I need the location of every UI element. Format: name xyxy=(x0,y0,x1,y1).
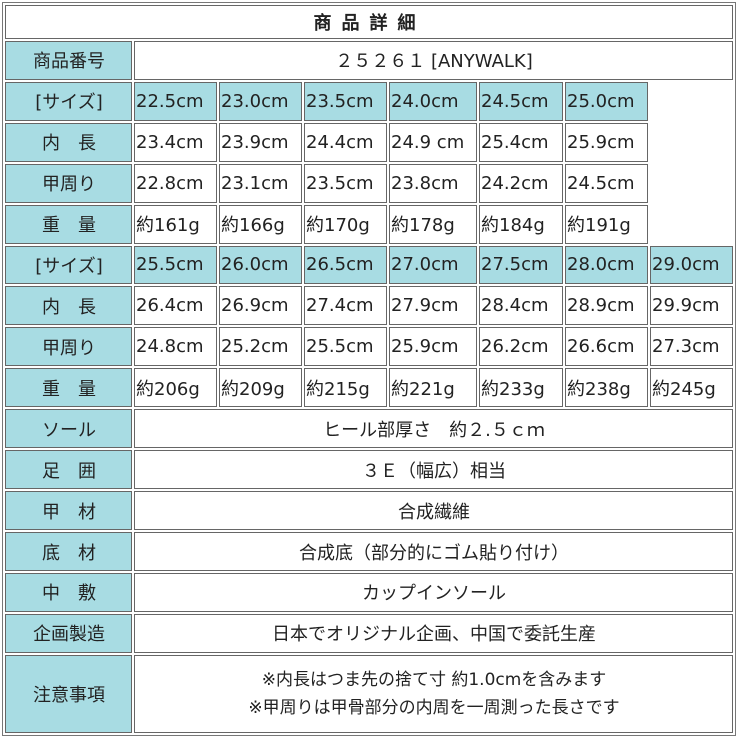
weight-cell: 約233g xyxy=(479,368,563,408)
inner-length-cell: 25.4cm xyxy=(479,122,563,162)
inner-length-cell: 28.4cm xyxy=(479,286,563,326)
instep-cell: 22.8cm xyxy=(134,163,217,203)
spec-label: ソール xyxy=(5,409,132,449)
weight-cell: 約245g xyxy=(650,368,733,408)
instep-cell: 26.6cm xyxy=(565,327,648,367)
weight-cell: 約221g xyxy=(389,368,477,408)
size-cell: 25.0cm xyxy=(565,81,648,121)
size-cell: 26.5cm xyxy=(304,245,387,285)
inner-length-label: 内 長 xyxy=(5,286,132,326)
weight-cell: 約166g xyxy=(219,204,302,244)
table-title: 商品詳細 xyxy=(5,5,733,39)
instep-cell: 26.2cm xyxy=(479,327,563,367)
instep-label: 甲周り xyxy=(5,327,132,367)
instep-cell: 24.8cm xyxy=(134,327,217,367)
spec-row: 足 囲 ３Ｅ（幅広）相当 xyxy=(5,450,733,490)
spec-row: 甲 材合成繊維 xyxy=(5,491,733,531)
note-line: ※甲周りは甲骨部分の内周を一周測った長さです xyxy=(248,697,620,718)
spec-label: 中 敷 xyxy=(5,573,132,612)
note-line: ※内長はつま先の捨て寸 約1.0cmを含みます xyxy=(261,669,607,690)
instep-cell: 25.2cm xyxy=(219,327,302,367)
weight-cell: 約206g xyxy=(134,368,217,408)
notes-row: 注意事項 ※内長はつま先の捨て寸 約1.0cmを含みます ※甲周りは甲骨部分の内周を… xyxy=(5,654,733,733)
spec-row: 企画製造 日本でオリジナル企画、中国で委託生産 xyxy=(5,613,733,653)
instep-row: 甲周り 24.8cm 25.2cm 25.5cm 25.9cm 26.2cm 26.6cm 2… xyxy=(5,327,733,367)
spec-value: ３Ｅ（幅広）相当 xyxy=(134,450,733,490)
instep-row: 甲周り 22.8cm 23.1cm 23.5cm 23.8cm 24.2cm 24.5cm xyxy=(5,163,733,203)
notes-label: 注意事項 xyxy=(5,654,132,733)
product-number-label: 商品番号 xyxy=(5,40,132,80)
spec-label: 企画製造 xyxy=(5,613,132,653)
instep-cell: 24.5cm xyxy=(565,163,648,203)
inner-length-cell: 26.4cm xyxy=(134,286,217,326)
size-cell: 25.5cm xyxy=(134,245,217,285)
size-cell: 29.0cm xyxy=(650,245,733,285)
spec-label: 足 囲 xyxy=(5,450,132,490)
inner-length-cell: 26.9cm xyxy=(219,286,302,326)
inner-length-row: 内 長 23.4cm 23.9cm 24.4cm 24.9 cm 25.4cm 25.9cm xyxy=(5,122,733,162)
size-cell: 24.0cm xyxy=(389,81,477,121)
product-number-value: ２５２６１ [ANYWALK] xyxy=(134,40,733,80)
notes-value: ※内長はつま先の捨て寸 約1.0cmを含みます ※甲周りは甲骨部分の内周を一周測っ… xyxy=(134,654,733,733)
empty-cell xyxy=(650,82,733,121)
spec-value: 合成繊維 xyxy=(134,491,733,531)
spec-value: 合成底（部分的にゴム貼り付け） xyxy=(134,532,733,571)
inner-length-cell: 23.4cm xyxy=(134,122,217,162)
instep-cell: 27.3cm xyxy=(650,327,733,367)
inner-length-cell: 28.9cm xyxy=(565,286,648,326)
spec-value: 日本でオリジナル企画、中国で委託生産 xyxy=(134,613,733,653)
weight-cell: 約215g xyxy=(304,368,387,408)
empty-cell xyxy=(650,205,733,244)
spec-value: ヒール部厚さ 約２.５ｃｍ xyxy=(134,409,733,449)
weight-row: 重 量約161g 約166g 約170g 約178g 約184g 約191g xyxy=(5,204,733,244)
inner-length-cell: 25.9cm xyxy=(565,122,648,162)
inner-length-cell: 24.9 cm xyxy=(389,122,477,162)
spec-row: 底 材合成底（部分的にゴム貼り付け） xyxy=(5,532,733,571)
size-row: [サイズ] 22.5cm 23.0cm 23.5cm 24.0cm 24.5cm 25.0c… xyxy=(5,81,733,121)
size-cell: 26.0cm xyxy=(219,245,302,285)
instep-label: 甲周り xyxy=(5,163,132,203)
weight-cell: 約209g xyxy=(219,368,302,408)
empty-cell xyxy=(650,123,733,162)
inner-length-cell: 24.4cm xyxy=(304,122,387,162)
inner-length-label: 内 長 xyxy=(5,122,132,162)
size-cell: 27.5cm xyxy=(479,245,563,285)
instep-cell: 24.2cm xyxy=(479,163,563,203)
size-cell: 27.0cm xyxy=(389,245,477,285)
spec-label: 甲 材 xyxy=(5,491,132,531)
spec-row: 中 敷カップインソール xyxy=(5,573,733,612)
instep-cell: 23.8cm xyxy=(389,163,477,203)
size-cell: 28.0cm xyxy=(565,245,648,285)
inner-length-cell: 27.9cm xyxy=(389,286,477,326)
size-label: [サイズ] xyxy=(5,245,132,285)
spec-label: 底 材 xyxy=(5,532,132,571)
weight-row: 重 量約206g 約209g 約215g 約221g 約233g 約238g 約245g xyxy=(5,368,733,408)
instep-cell: 23.5cm xyxy=(304,163,387,203)
empty-cell xyxy=(650,164,733,203)
weight-cell: 約161g xyxy=(134,204,217,244)
weight-cell: 約238g xyxy=(565,368,648,408)
inner-length-cell: 27.4cm xyxy=(304,286,387,326)
size-cell: 23.5cm xyxy=(304,81,387,121)
weight-cell: 約191g xyxy=(565,204,648,244)
weight-cell: 約184g xyxy=(479,204,563,244)
instep-cell: 23.1cm xyxy=(219,163,302,203)
size-cell: 22.5cm xyxy=(134,81,217,121)
size-row: [サイズ] 25.5cm 26.0cm 26.5cm 27.0cm 27.5cm 28.0c… xyxy=(5,245,733,285)
size-label: [サイズ] xyxy=(5,81,132,121)
size-cell: 24.5cm xyxy=(479,81,563,121)
weight-label: 重 量 xyxy=(5,368,132,408)
inner-length-cell: 29.9cm xyxy=(650,286,733,326)
instep-cell: 25.9cm xyxy=(389,327,477,367)
size-cell: 23.0cm xyxy=(219,81,302,121)
weight-cell: 約178g xyxy=(389,204,477,244)
spec-row: ソール ヒール部厚さ 約２.５ｃｍ xyxy=(5,409,733,449)
inner-length-cell: 23.9cm xyxy=(219,122,302,162)
weight-cell: 約170g xyxy=(304,204,387,244)
inner-length-row: 内 長 26.4cm 26.9cm 27.4cm 27.9cm 28.4cm 28.9cm 2… xyxy=(5,286,733,326)
spec-value: カップインソール xyxy=(134,573,733,612)
weight-label: 重 量 xyxy=(5,204,132,244)
instep-cell: 25.5cm xyxy=(304,327,387,367)
